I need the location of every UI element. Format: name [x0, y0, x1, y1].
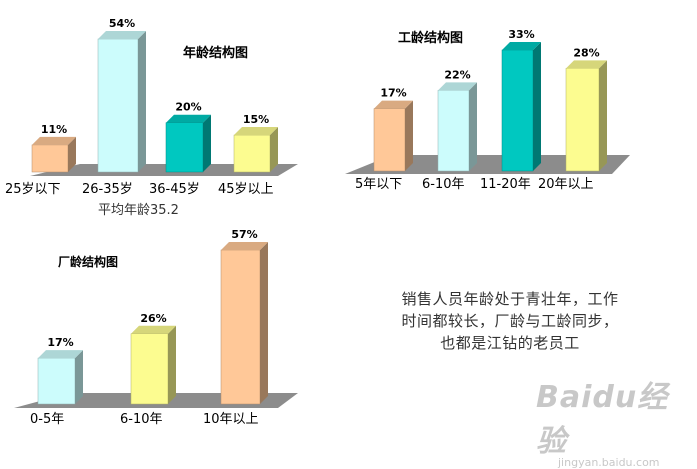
bar [97, 38, 139, 173]
data-label: 57% [231, 228, 257, 241]
bar [165, 122, 204, 173]
category-label: 20年以上 [538, 177, 594, 192]
bar-top [438, 82, 477, 91]
bar-side [405, 100, 413, 171]
bar-side [270, 127, 278, 172]
category-label: 0-5年 [30, 412, 64, 427]
bar-top [221, 242, 268, 250]
bar [31, 144, 69, 173]
bar-side [203, 114, 211, 172]
bar-side [533, 42, 541, 171]
watermark: Baidu经验 jingyan.baidu.com [536, 372, 697, 469]
category-label: 5年以下 [355, 177, 402, 192]
bar-top [166, 114, 211, 123]
bar-top [374, 100, 413, 109]
data-label: 15% [243, 113, 269, 126]
chart-floor [345, 155, 630, 174]
category-label: 6-10年 [120, 412, 163, 427]
watermark-url: jingyan.baidu.com [558, 456, 660, 469]
bar-side [138, 31, 146, 172]
bar [37, 357, 76, 405]
chart-canvas: 年龄结构图 平均年龄35.2 11% 25岁以下 54% 26-35岁 20% 36-45… [5, 17, 630, 427]
chart-floor [30, 164, 298, 176]
bar-top [502, 42, 541, 50]
category-label: 6-10年 [422, 177, 465, 192]
data-label: 26% [140, 312, 166, 325]
data-label: 33% [508, 28, 534, 41]
chart-caption: 平均年龄35.2 [98, 203, 179, 218]
bar-side [75, 350, 83, 404]
data-label: 22% [444, 68, 470, 81]
bar-top [131, 325, 176, 334]
bar-top [32, 136, 76, 145]
bar [130, 333, 169, 405]
bar-top [98, 31, 146, 39]
category-label: 25岁以下 [5, 182, 61, 197]
note-line: 时间都较长，厂龄与工龄同步， [401, 312, 619, 330]
chart-title: 年龄结构图 [183, 45, 248, 61]
bar [565, 68, 600, 172]
age-structure-chart: 年龄结构图 平均年龄35.2 11% 25岁以下 54% 26-35岁 20% 36-45… [5, 17, 298, 218]
category-label: 10年以上 [203, 412, 259, 427]
bar-side [68, 136, 76, 172]
bar-side [260, 242, 268, 404]
category-label: 26-35岁 [82, 182, 133, 197]
chart-title: 厂龄结构图 [58, 254, 118, 269]
bar-top [234, 127, 278, 136]
bar-top [38, 350, 83, 359]
data-label: 20% [175, 101, 201, 114]
bar [501, 49, 534, 172]
factory-years-chart: 厂龄结构图 17% 0-5年 26% 6-10年 57% 10年以上 [14, 228, 298, 427]
note-line: 也都是江钻的老员工 [440, 334, 580, 352]
data-label: 17% [47, 336, 73, 349]
bar-top [566, 60, 607, 69]
work-years-chart: 工龄结构图 17% 5年以下 22% 6-10年 33% 11-20年 28% 20年以上 [345, 28, 630, 192]
note-line: 销售人员年龄处于青壮年，工作 [401, 290, 619, 308]
data-label: 11% [41, 123, 67, 136]
category-label: 45岁以上 [218, 182, 274, 197]
watermark-logo: Baidu经验 [536, 380, 669, 459]
bar-side [599, 60, 607, 172]
data-label: 28% [573, 46, 599, 59]
summary-note: 销售人员年龄处于青壮年，工作 时间都较长，厂龄与工龄同步， 也都是江钻的老员工 [360, 288, 660, 354]
data-label: 17% [380, 87, 406, 100]
bar [437, 90, 470, 172]
bar [220, 249, 261, 405]
chart-title: 工龄结构图 [398, 30, 463, 46]
bar-side [469, 82, 477, 171]
data-label: 54% [109, 17, 135, 30]
bar [233, 134, 271, 173]
category-label: 36-45岁 [149, 182, 200, 197]
category-label: 11-20年 [480, 177, 531, 192]
bar-side [168, 325, 176, 404]
bar [373, 108, 406, 172]
